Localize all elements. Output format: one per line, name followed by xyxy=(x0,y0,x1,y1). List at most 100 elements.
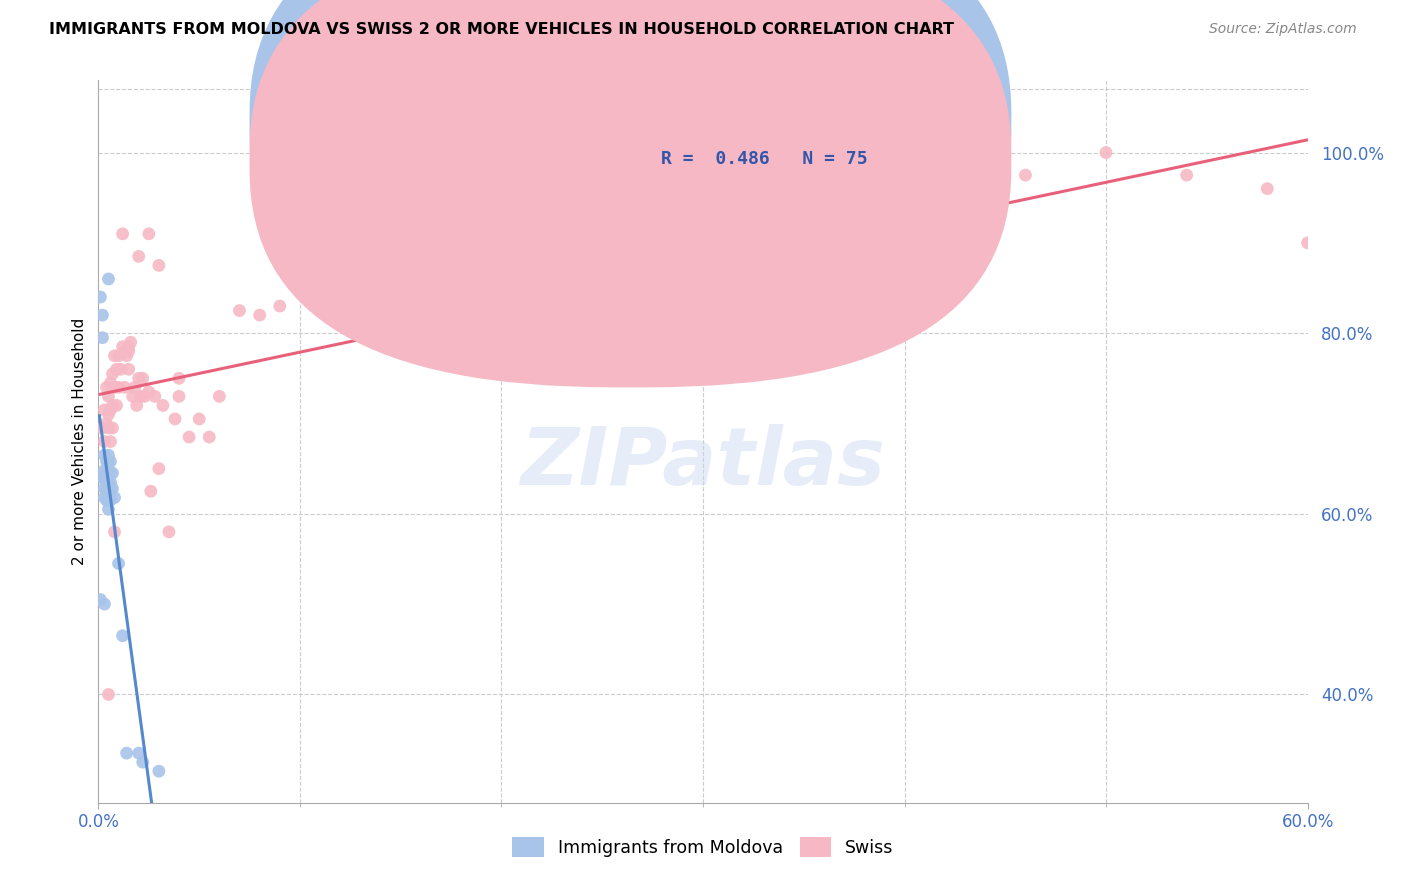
Point xyxy=(118,340,141,354)
Point xyxy=(103,349,125,363)
Point xyxy=(105,362,128,376)
Point xyxy=(114,344,136,359)
Point xyxy=(96,454,118,468)
Point xyxy=(93,473,115,487)
Point xyxy=(93,448,115,462)
Point xyxy=(107,380,129,394)
Point xyxy=(121,389,143,403)
Point xyxy=(128,249,150,263)
Point xyxy=(96,417,118,431)
Point xyxy=(100,434,122,449)
Point xyxy=(93,403,115,417)
Point xyxy=(93,482,115,496)
Point xyxy=(97,408,120,422)
Point xyxy=(97,389,120,403)
FancyBboxPatch shape xyxy=(250,0,1011,350)
Point xyxy=(228,303,250,318)
Point xyxy=(97,448,120,462)
Point xyxy=(115,349,138,363)
Point xyxy=(97,272,120,286)
Point xyxy=(148,461,170,475)
Y-axis label: 2 or more Vehicles in Household: 2 or more Vehicles in Household xyxy=(72,318,87,566)
Text: IMMIGRANTS FROM MOLDOVA VS SWISS 2 OR MORE VEHICLES IN HOUSEHOLD CORRELATION CHA: IMMIGRANTS FROM MOLDOVA VS SWISS 2 OR MO… xyxy=(49,22,955,37)
Point xyxy=(105,398,128,412)
Point xyxy=(132,371,155,385)
Point xyxy=(97,421,120,435)
Point xyxy=(96,484,118,499)
Point xyxy=(97,502,120,516)
Point xyxy=(118,344,141,359)
Point xyxy=(100,376,122,390)
Point xyxy=(101,367,124,381)
Point xyxy=(97,475,120,490)
Point xyxy=(148,259,170,273)
Point xyxy=(167,371,190,385)
Point xyxy=(101,482,124,496)
Point xyxy=(450,235,472,250)
Point xyxy=(125,398,148,412)
FancyBboxPatch shape xyxy=(595,102,927,193)
Point xyxy=(249,308,271,322)
Point xyxy=(711,200,734,214)
Point xyxy=(152,398,174,412)
Point xyxy=(132,755,155,769)
Point xyxy=(91,471,114,485)
Point xyxy=(148,764,170,779)
Point xyxy=(793,209,815,223)
Text: R =  0.486   N = 75: R = 0.486 N = 75 xyxy=(661,150,868,168)
Point xyxy=(100,475,122,490)
Point xyxy=(138,384,160,399)
Point xyxy=(97,466,120,480)
Point xyxy=(96,466,118,480)
Point xyxy=(139,484,162,499)
Point xyxy=(124,380,146,394)
Point xyxy=(370,290,392,304)
Point xyxy=(97,457,120,471)
Point xyxy=(93,491,115,505)
Point xyxy=(853,277,876,291)
Point xyxy=(89,592,111,607)
Point xyxy=(100,466,122,480)
Point xyxy=(128,371,150,385)
FancyBboxPatch shape xyxy=(250,0,1011,387)
Point xyxy=(111,227,134,241)
Point xyxy=(188,412,211,426)
Point xyxy=(100,454,122,468)
Point xyxy=(179,430,201,444)
Point xyxy=(163,412,186,426)
Point xyxy=(91,421,114,435)
Point xyxy=(167,389,190,403)
Point xyxy=(208,389,231,403)
Point xyxy=(612,277,634,291)
Point xyxy=(409,249,432,263)
Point xyxy=(103,491,125,505)
Point xyxy=(93,463,115,477)
Text: Source: ZipAtlas.com: Source: ZipAtlas.com xyxy=(1209,22,1357,37)
Point xyxy=(115,746,138,760)
Point xyxy=(120,335,142,350)
Point xyxy=(134,389,156,403)
Point xyxy=(97,493,120,508)
Point xyxy=(934,244,956,259)
Point xyxy=(1256,182,1278,196)
Point xyxy=(96,380,118,394)
Point xyxy=(157,524,180,539)
Point xyxy=(93,597,115,611)
Point xyxy=(1014,168,1036,182)
Point xyxy=(198,430,221,444)
Point xyxy=(128,746,150,760)
Point xyxy=(89,290,111,304)
Point xyxy=(101,466,124,480)
Legend: Immigrants from Moldova, Swiss: Immigrants from Moldova, Swiss xyxy=(506,830,900,864)
Point xyxy=(100,403,122,417)
Point xyxy=(101,421,124,435)
Point xyxy=(96,493,118,508)
Point xyxy=(138,227,160,241)
Point xyxy=(143,389,166,403)
Point xyxy=(107,557,129,571)
Point xyxy=(97,687,120,701)
Point xyxy=(1095,145,1118,160)
Point xyxy=(491,249,513,263)
Text: R = -0.230   N = 42: R = -0.230 N = 42 xyxy=(661,112,868,130)
Point xyxy=(93,434,115,449)
